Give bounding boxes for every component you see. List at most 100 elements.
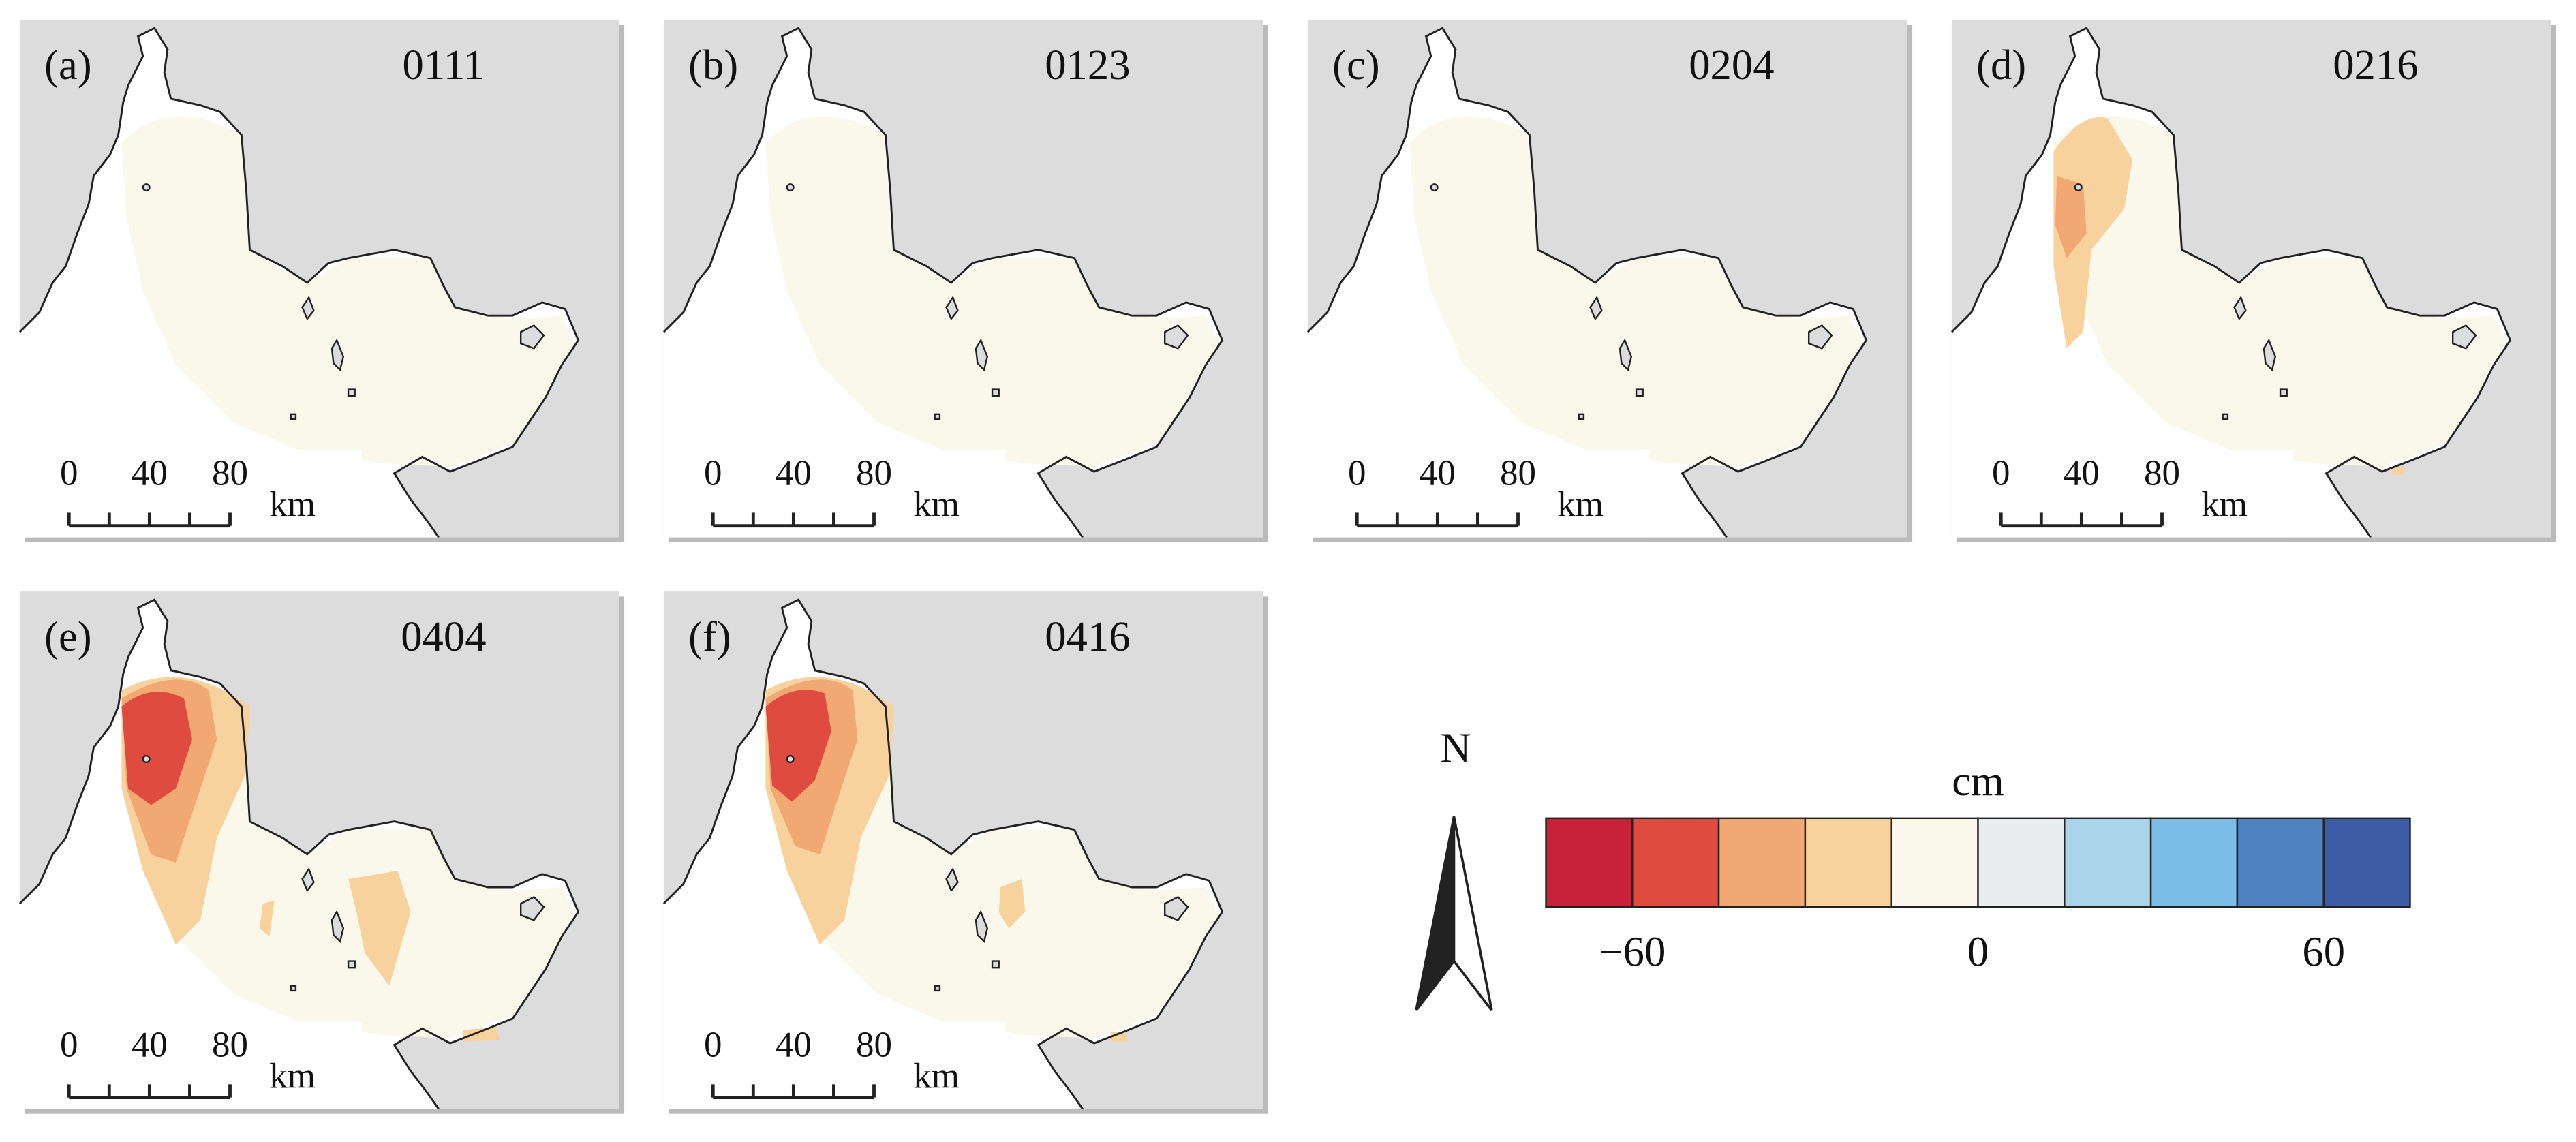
colorbar-label: −60 <box>1599 928 1666 976</box>
scale-label: 40 <box>2064 454 2100 493</box>
island <box>945 295 959 321</box>
island <box>1635 388 1644 397</box>
island <box>975 910 989 943</box>
scale-unit: km <box>269 484 316 524</box>
scale-label: 0 <box>1992 454 2010 493</box>
island <box>975 338 989 372</box>
scale-label: 80 <box>856 454 892 493</box>
island <box>2222 413 2229 420</box>
island <box>991 960 1000 969</box>
change-patch <box>998 879 1026 929</box>
scale-unit: km <box>913 1056 960 1096</box>
colorbar-box <box>1890 817 1979 908</box>
colorbar-label: 60 <box>2302 928 2345 976</box>
scale-label: 0 <box>60 454 78 493</box>
island <box>786 754 795 763</box>
scale-label: 40 <box>1420 454 1456 493</box>
map-panel: (e) 0404 0 40 80 km <box>18 591 619 1110</box>
colorbar-box <box>1804 817 1892 908</box>
island <box>1807 324 1833 350</box>
north-label: N <box>1440 724 1471 772</box>
island <box>2451 324 2477 350</box>
change-patch <box>348 870 411 986</box>
island <box>1619 338 1633 372</box>
map-panel: (c) 0204 0 40 80 km <box>1306 20 1907 538</box>
island <box>1163 896 1189 921</box>
island <box>290 413 297 420</box>
panel-label: (b) <box>688 41 738 89</box>
scale-unit: km <box>1557 484 1604 524</box>
change-patch <box>121 692 193 805</box>
coastline <box>1306 27 1868 538</box>
study-area <box>765 116 1219 467</box>
island <box>331 338 345 372</box>
colorbar-box <box>1631 817 1720 908</box>
map-panel: (d) 0216 0 40 80 km <box>1950 20 2551 538</box>
island <box>2279 388 2288 397</box>
change-patch <box>259 900 275 937</box>
island <box>290 985 297 992</box>
colorbar-box <box>2149 817 2239 908</box>
colorbar-unit: cm <box>1952 757 2004 805</box>
island <box>519 896 545 921</box>
north-arrow-dark <box>1415 816 1456 1011</box>
panel-label: (e) <box>44 613 92 660</box>
island <box>1589 295 1603 321</box>
scale-label: 0 <box>704 454 722 493</box>
island <box>347 960 356 969</box>
panel-date: 0123 <box>1045 41 1130 89</box>
study-area <box>1409 116 1863 467</box>
colorbar-box <box>2064 817 2152 908</box>
colorbar-box <box>1977 817 2066 908</box>
island <box>301 295 315 321</box>
scale-label: 80 <box>212 454 248 493</box>
coastline <box>18 27 580 538</box>
island <box>2233 295 2247 321</box>
colorbar-box <box>1545 817 1634 908</box>
island <box>934 413 941 420</box>
scale-label: 80 <box>1500 454 1536 493</box>
island <box>991 388 1000 397</box>
scale-label: 40 <box>776 454 812 493</box>
island <box>1430 183 1439 192</box>
island <box>331 910 345 943</box>
change-patch <box>2392 466 2406 475</box>
scale-unit: km <box>913 484 960 524</box>
panel-date: 0111 <box>403 41 485 89</box>
island <box>1578 413 1585 420</box>
change-patch <box>765 690 831 802</box>
panel-label: (c) <box>1332 41 1380 89</box>
island <box>786 183 795 192</box>
change-patch <box>2053 117 2133 349</box>
colorbar-box <box>2322 817 2411 908</box>
panel-label: (f) <box>688 613 731 660</box>
panel-label: (d) <box>1976 41 2026 89</box>
coastline <box>1950 27 2512 538</box>
coastline <box>662 27 1224 538</box>
map-panel: (b) 0123 0 40 80 km <box>662 20 1263 538</box>
island <box>945 867 959 893</box>
island <box>347 388 356 397</box>
colorbar-label: 0 <box>1967 928 1989 976</box>
scale-label: 80 <box>856 1025 892 1064</box>
island <box>142 183 151 192</box>
colorbar-box <box>2236 817 2325 908</box>
change-patch <box>2055 176 2087 258</box>
north-arrow: N <box>1415 724 1493 1011</box>
scale-label: 40 <box>776 1025 812 1064</box>
study-area <box>121 116 575 467</box>
panel-date: 0404 <box>401 613 486 660</box>
north-arrow-light <box>1452 816 1493 1011</box>
scale-label: 40 <box>132 454 168 493</box>
map-panel: (f) 0416 0 40 80 km <box>662 591 1263 1110</box>
map-panel: (a) 0111 0 40 80 km <box>18 20 619 538</box>
island <box>1163 324 1189 350</box>
colorbar-box <box>1717 817 1807 908</box>
scale-unit: km <box>2201 484 2248 524</box>
coastline <box>662 598 1224 1110</box>
scale-label: 0 <box>704 1025 722 1064</box>
panel-label: (a) <box>44 41 92 89</box>
scale-label: 80 <box>212 1025 248 1064</box>
